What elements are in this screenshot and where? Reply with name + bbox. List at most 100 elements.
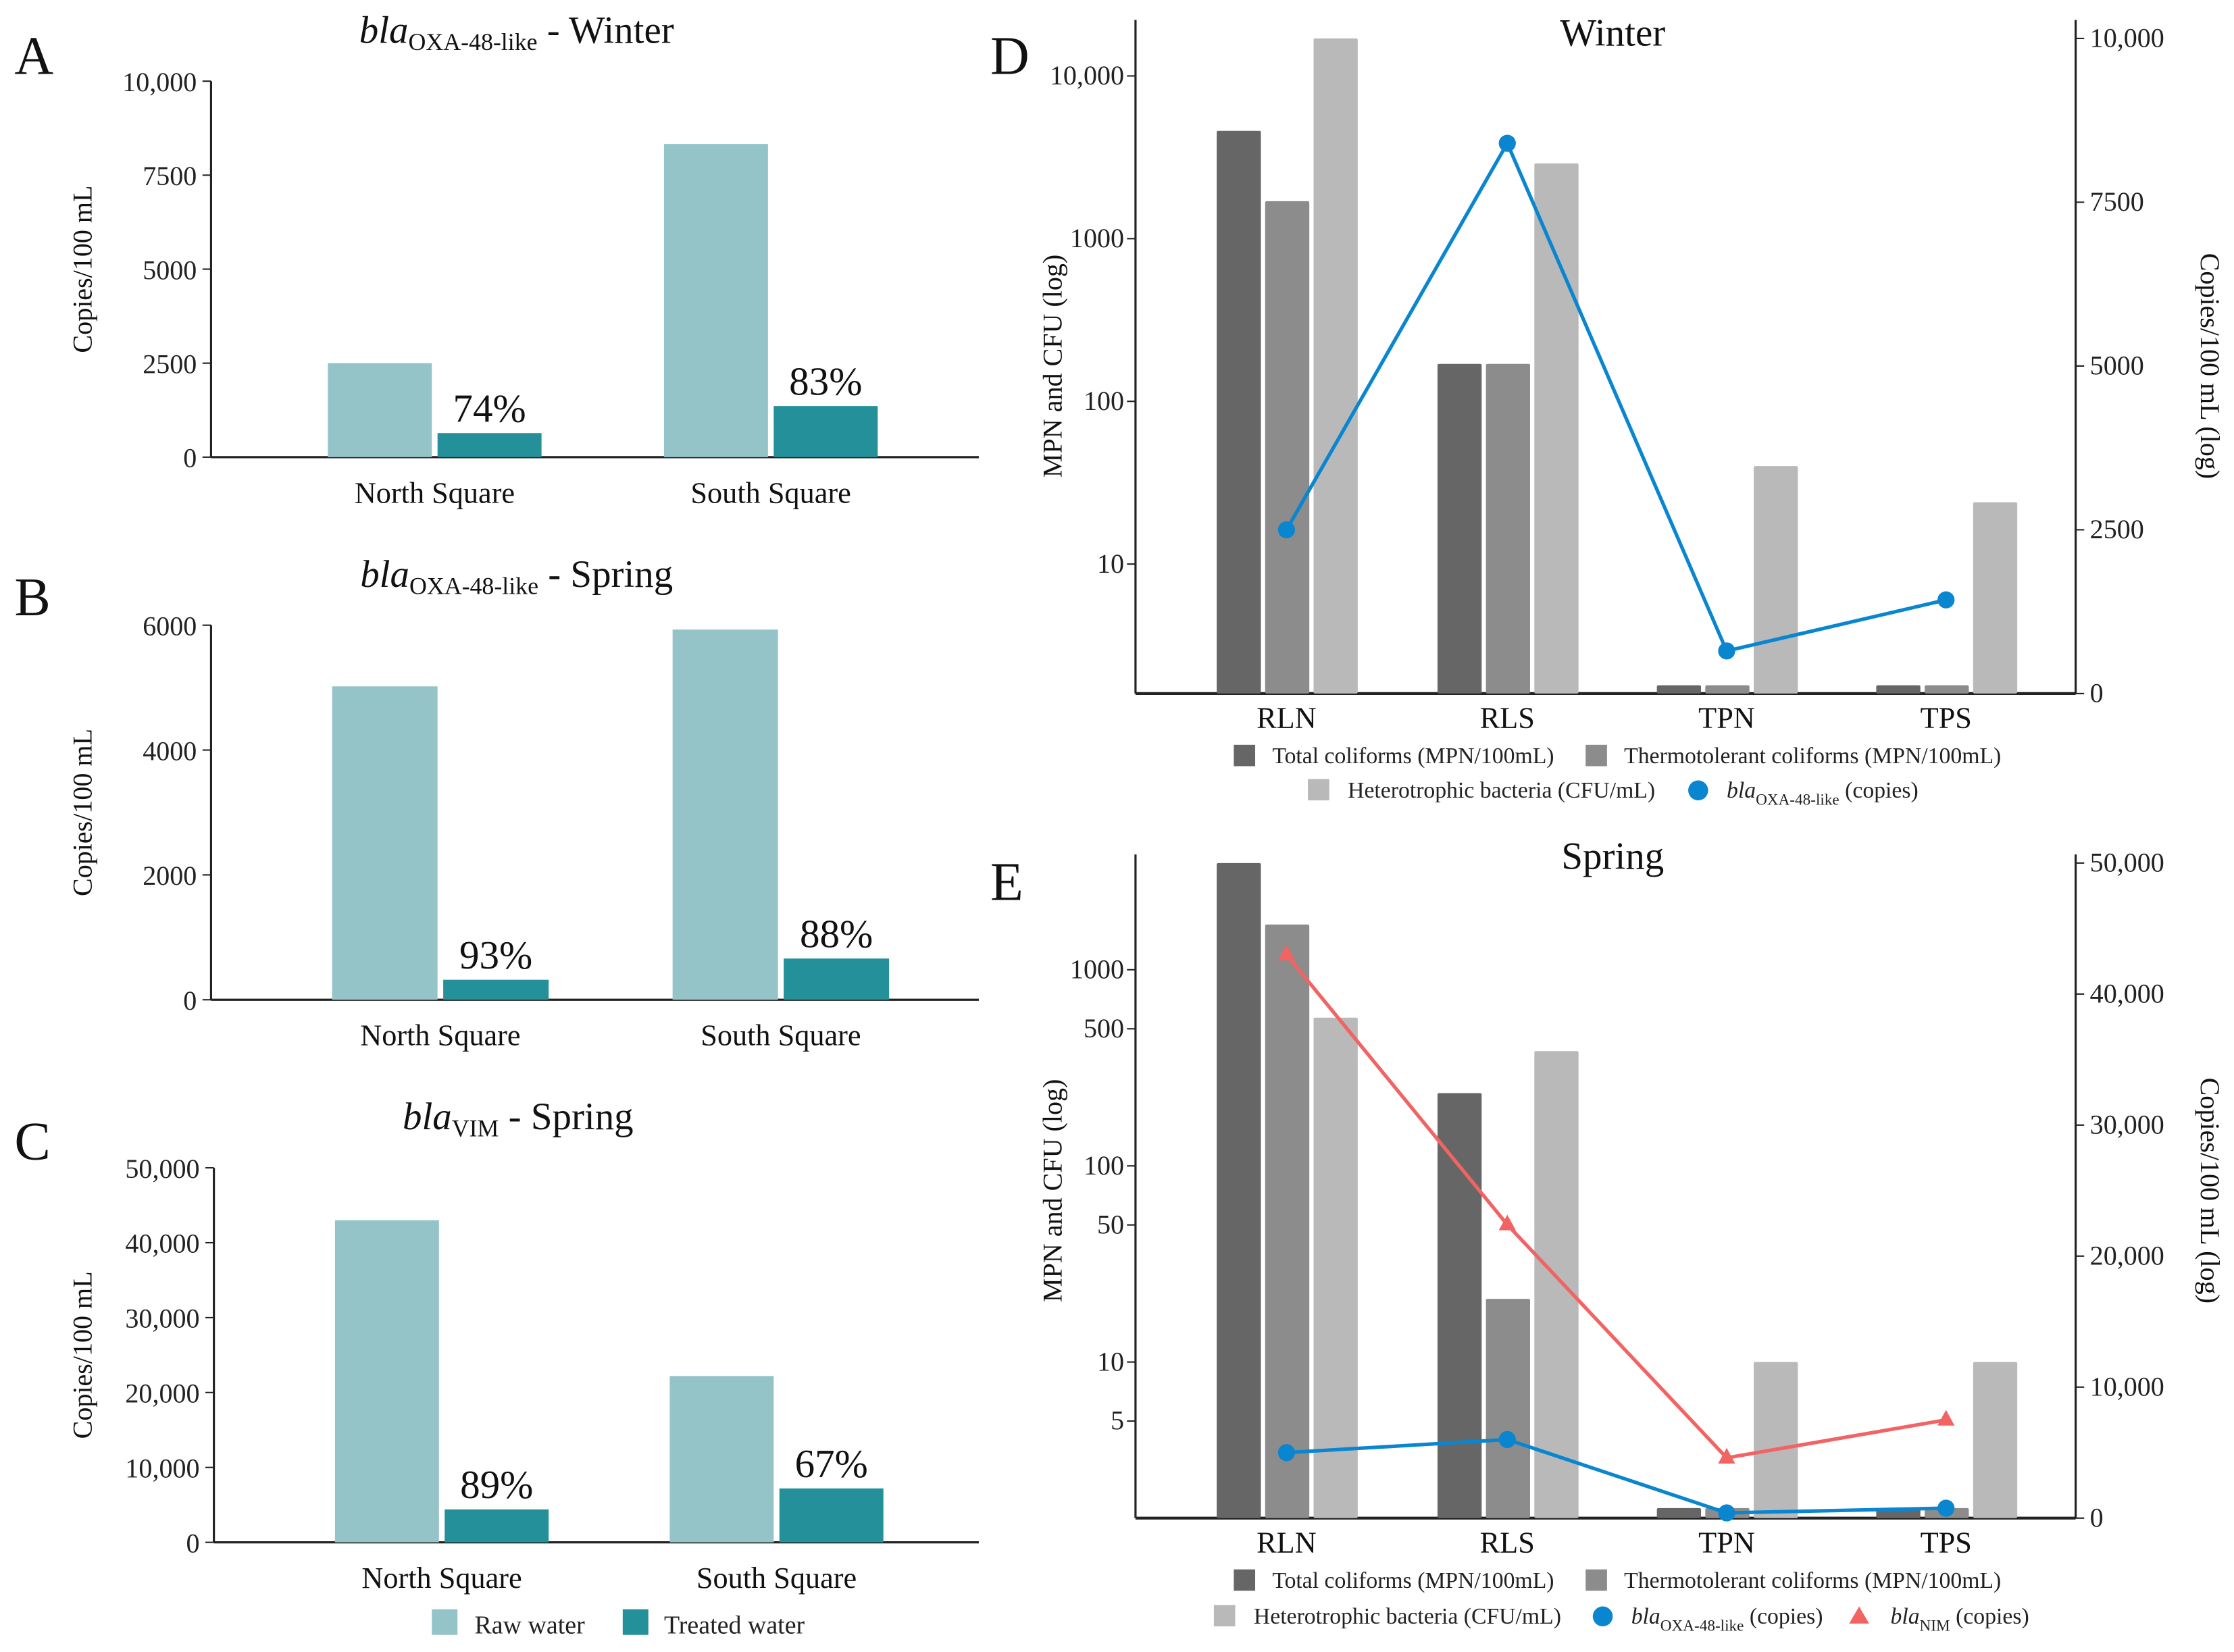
bar-total-coliforms (1437, 1093, 1482, 1518)
bar-thermotolerant-coliforms (1486, 1299, 1530, 1518)
marker-bla-nim (1937, 1410, 1955, 1426)
x-tick-label: TPN (1698, 1526, 1755, 1559)
y-tick-label: 10,000 (122, 67, 197, 97)
y-tick-label: 0 (183, 985, 197, 1016)
marker-bla-oxa (1498, 134, 1516, 152)
line-bla-oxa (1285, 139, 1947, 653)
data-label: 67% (795, 1441, 868, 1486)
y-tick-label: 2500 (143, 349, 197, 379)
legend-swatch-total-coliforms (1234, 744, 1256, 767)
legend: Raw water Treated water (432, 1609, 805, 1640)
y-tick-label: 20,000 (125, 1378, 199, 1409)
y-tick-label: 4000 (143, 735, 197, 766)
legend-label: blaOXA-48-like (copies) (1727, 778, 1919, 809)
data-label: 88% (800, 911, 873, 956)
y-axis-label: MPN and CFU (log) (1037, 255, 1067, 477)
y-tick-label: 50 (1097, 1209, 1124, 1239)
y2-tick-label: 40,000 (2090, 978, 2164, 1008)
legend-label: Heterotrophic bacteria (CFU/mL) (1348, 778, 1655, 803)
data-label: 83% (789, 359, 862, 403)
y-tick-label: 5 (1111, 1405, 1124, 1436)
bar-heterotrophic-bacteria (1534, 163, 1579, 694)
panel-label: A (14, 27, 53, 86)
marker-bla-oxa (1498, 1430, 1516, 1449)
y2-tick-label: 10,000 (2090, 23, 2164, 53)
bar-thermotolerant-coliforms (1705, 685, 1750, 694)
legend-swatch-thermotolerant (1585, 1569, 1607, 1591)
x-tick-label: TPN (1698, 702, 1755, 735)
y-tick-label: 100 (1084, 1150, 1124, 1181)
line-bla-oxa (1286, 1437, 1946, 1515)
bar-thermotolerant-coliforms (1265, 201, 1310, 694)
legend-marker-bla-oxa (1592, 1606, 1613, 1627)
bar-total-coliforms (1217, 862, 1261, 1518)
legend-label: Heterotrophic bacteria (CFU/mL) (1254, 1604, 1561, 1629)
bar-thermotolerant-coliforms (1925, 685, 1969, 694)
y-tick-label: 5000 (143, 255, 197, 285)
chart-title: Spring (1561, 835, 1664, 877)
bar-total-coliforms (1876, 685, 1921, 694)
bar-treated-water (784, 958, 890, 1000)
marker-bla-oxa (1937, 591, 1955, 609)
x-tick-label: RLS (1480, 702, 1535, 735)
legend-swatch-raw-water (432, 1609, 458, 1635)
panel-D: D Winter 10 100 1000 10,000 0 2500 5000 7500 10,00… (990, 11, 2225, 808)
bar-raw-water (328, 363, 432, 457)
y-axis-label: Copies/100 mL (67, 185, 97, 353)
chart-title: blaOXA-48-like - Spring (360, 553, 673, 600)
y-tick-label: 7500 (143, 161, 197, 191)
data-label: 89% (460, 1462, 533, 1507)
bar-raw-water (332, 686, 438, 1000)
bar-heterotrophic-bacteria (1754, 1362, 1798, 1518)
y-tick-label: 50,000 (125, 1154, 199, 1184)
y-axis-label: MPN and CFU (log) (1037, 1079, 1067, 1302)
panel-label: B (14, 568, 50, 627)
y2-axis-label: Copies/100 mL (log) (2195, 1078, 2225, 1303)
y-tick-label: 40,000 (125, 1229, 199, 1259)
bar-thermotolerant-coliforms (1486, 363, 1530, 694)
legend-swatch-total-coliforms (1234, 1569, 1256, 1591)
legend-label: blaOXA-48-like (copies) (1631, 1604, 1823, 1635)
x-tick-label: RLS (1480, 1526, 1535, 1559)
legend-label: Thermotolerant coliforms (MPN/100mL) (1624, 1568, 2001, 1593)
y2-tick-label: 10,000 (2090, 1371, 2164, 1401)
legend-swatch-treated-water (622, 1609, 649, 1635)
panel-E: E Spring 5 10 50 100 500 1000 0 10,000 20,000 30,00… (990, 835, 2225, 1634)
bar-thermotolerant-coliforms (1265, 924, 1310, 1518)
y-tick-label: 0 (186, 1528, 200, 1558)
y2-tick-label: 0 (2090, 678, 2104, 708)
bar-raw-water (663, 144, 768, 457)
bar-total-coliforms (1656, 685, 1702, 694)
bar-total-coliforms (1437, 363, 1482, 694)
bar-treated-water (779, 1488, 884, 1543)
bar-raw-water (672, 629, 778, 1000)
legend-swatch-thermotolerant (1585, 744, 1607, 767)
x-tick-label: RLN (1256, 702, 1317, 735)
y2-tick-label: 20,000 (2090, 1240, 2164, 1270)
legend-marker-bla-nim (1849, 1606, 1869, 1624)
legend-label: blaNIM (copies) (1890, 1604, 2029, 1635)
x-tick-label: South Square (690, 476, 851, 509)
y-tick-label: 10,000 (125, 1453, 199, 1483)
y-tick-label: 500 (1084, 1013, 1124, 1043)
x-tick-label: North Square (360, 1019, 520, 1052)
line-bla-nim (1285, 953, 1947, 1460)
bar-total-coliforms (1217, 130, 1261, 694)
y2-tick-label: 50,000 (2090, 847, 2164, 877)
legend-marker-bla-oxa (1688, 780, 1708, 801)
legend-swatch-heterotrophic (1308, 779, 1329, 801)
x-tick-label: RLN (1256, 1526, 1317, 1559)
panel-label: C (14, 1112, 50, 1171)
y2-tick-label: 2500 (2090, 514, 2144, 544)
y-tick-label: 6000 (143, 611, 197, 641)
y-tick-label: 10 (1097, 548, 1124, 579)
x-tick-label: TPS (1921, 702, 1972, 735)
y-tick-label: 1000 (1070, 954, 1124, 984)
bar-raw-water (669, 1376, 774, 1543)
data-label: 74% (453, 386, 526, 430)
legend-swatch-heterotrophic (1213, 1605, 1236, 1627)
y-tick-label: 10,000 (1050, 60, 1124, 91)
x-tick-label: TPS (1921, 1526, 1972, 1559)
